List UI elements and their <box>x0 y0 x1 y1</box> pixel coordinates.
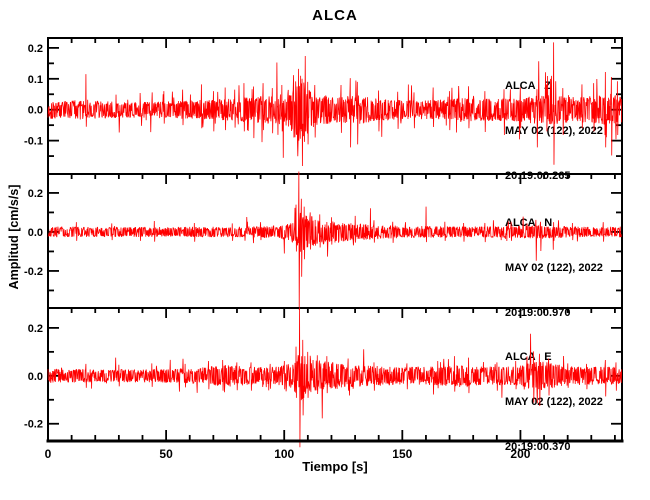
panel-annotation-n: ALCA N MAY 02 (122), 2022 20:19:00.970 <box>505 186 603 351</box>
svg-text:0.2: 0.2 <box>28 188 43 200</box>
svg-text:200: 200 <box>510 447 530 461</box>
panel-annotation-e: ALCA E MAY 02 (122), 2022 20:19:00.370 <box>505 320 603 485</box>
svg-text:-0.2: -0.2 <box>24 419 43 431</box>
x-axis-title: Tiempo [s] <box>302 459 368 474</box>
time-label: 20:19:00.370 <box>505 441 571 453</box>
svg-text:0.1: 0.1 <box>28 74 43 86</box>
time-label: 20:19:00.970 <box>505 307 571 319</box>
date-label: MAY 02 (122), 2022 <box>505 262 603 274</box>
svg-text:-0.1: -0.1 <box>24 136 43 148</box>
svg-text:0.2: 0.2 <box>28 323 43 335</box>
svg-text:150: 150 <box>392 447 412 461</box>
svg-text:0.0: 0.0 <box>28 227 43 239</box>
svg-text:-0.2: -0.2 <box>24 266 43 278</box>
svg-text:100: 100 <box>274 447 294 461</box>
svg-text:0.0: 0.0 <box>28 105 43 117</box>
svg-text:0.0: 0.0 <box>28 371 43 383</box>
svg-text:0: 0 <box>45 447 52 461</box>
plot-title: ALCA <box>312 7 358 24</box>
svg-text:50: 50 <box>159 447 173 461</box>
station-channel-label: ALCA E <box>505 351 552 363</box>
svg-text:0.2: 0.2 <box>28 43 43 55</box>
date-label: MAY 02 (122), 2022 <box>505 396 603 408</box>
